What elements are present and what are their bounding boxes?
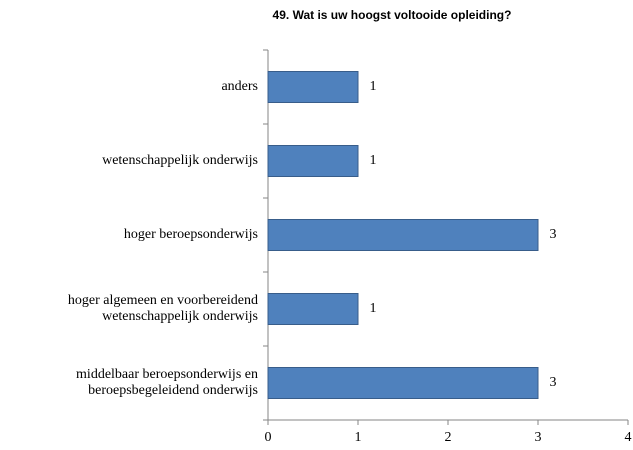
y-tick-label: hoger algemeen en voorbereidend wetenscha… <box>68 293 258 324</box>
bar <box>267 71 359 103</box>
y-tick-label: middelbaar beroepsonderwijs en beroepsbeg… <box>76 367 258 398</box>
bar <box>267 293 359 325</box>
value-label: 3 <box>550 227 557 242</box>
bar <box>267 145 359 177</box>
x-tick-label: 4 <box>625 430 632 445</box>
value-label: 1 <box>370 301 377 316</box>
y-tick-label: hoger beroepsonderwijs <box>124 227 258 242</box>
x-tick-label: 1 <box>355 430 362 445</box>
value-label: 3 <box>550 375 557 390</box>
x-tick-label: 2 <box>445 430 452 445</box>
value-label: 1 <box>370 79 377 94</box>
y-tick-label: wetenschappelijk onderwijs <box>102 153 258 168</box>
bar <box>267 219 539 251</box>
y-tick-label: anders <box>221 79 258 94</box>
value-label: 1 <box>370 153 377 168</box>
bar <box>267 367 539 399</box>
x-tick-label: 3 <box>535 430 542 445</box>
chart-title: 49. Wat is uw hoogst voltooide opleiding… <box>273 8 512 22</box>
x-tick-label: 0 <box>265 430 272 445</box>
